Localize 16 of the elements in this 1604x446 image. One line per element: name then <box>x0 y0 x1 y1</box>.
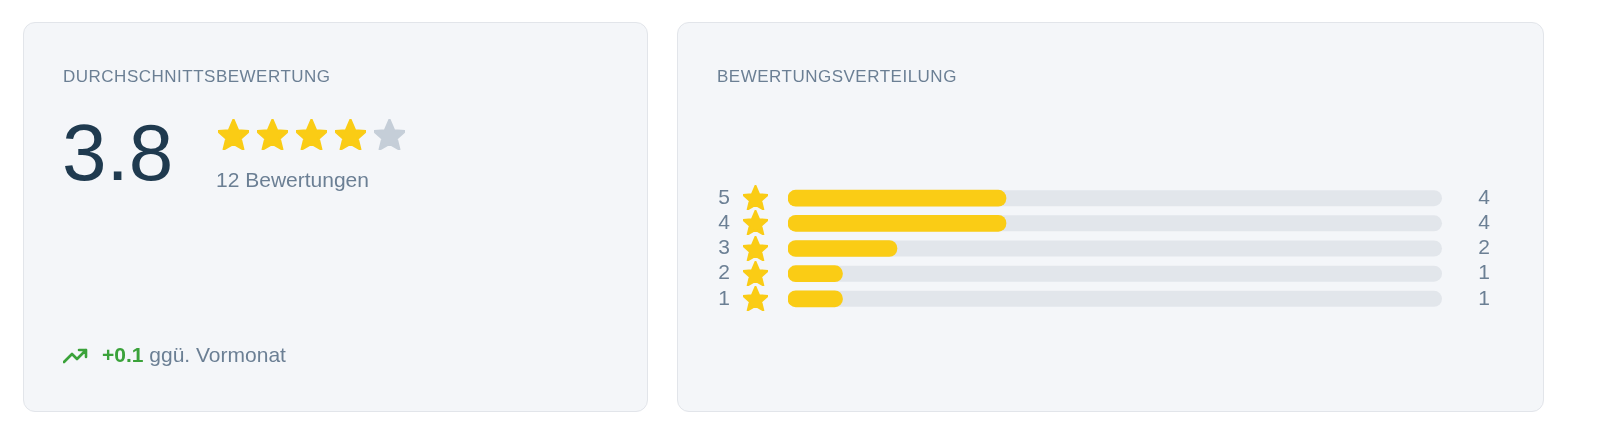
y-tick-label: 5 <box>718 184 730 208</box>
text: +0.1 <box>102 343 144 366</box>
data-label: 1 <box>1478 285 1490 309</box>
data-label: 1 <box>1478 260 1490 284</box>
data-label: 4 <box>1478 184 1491 208</box>
text: 12 Bewertungen <box>216 168 369 192</box>
text: 3.8 <box>62 108 174 197</box>
chart-title: BEWERTUNGSVERTEILUNG <box>717 67 957 87</box>
y-tick-label: 1 <box>718 285 730 309</box>
data-label: 2 <box>1478 235 1490 259</box>
data-label: 4 <box>1478 210 1491 234</box>
text: DURCHSCHNITTSBEWERTUNG <box>63 67 331 87</box>
y-tick-label: 3 <box>718 235 730 259</box>
y-tick-label: 4 <box>718 210 731 234</box>
y-tick-label: 2 <box>718 260 730 284</box>
text: ggü. Vormonat <box>148 343 286 366</box>
